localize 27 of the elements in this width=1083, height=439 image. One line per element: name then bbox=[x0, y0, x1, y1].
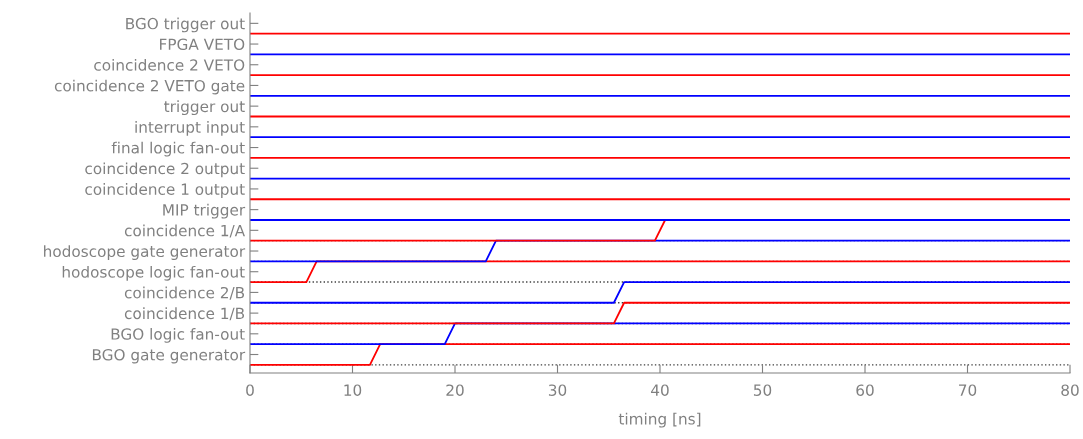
x-tick-label: 80 bbox=[1061, 384, 1079, 396]
x-tick-label: 20 bbox=[446, 384, 464, 396]
category-label: coincidence 2 output bbox=[85, 162, 245, 178]
category-label: final logic fan-out bbox=[111, 141, 245, 157]
x-tick-label: 0 bbox=[246, 384, 254, 396]
category-label: coincidence 2/B bbox=[124, 286, 245, 300]
x-tick-label: 50 bbox=[753, 384, 772, 396]
x-tick-label: 10 bbox=[344, 384, 362, 396]
category-label: coincidence 1 output bbox=[85, 183, 245, 198]
category-label: MIP trigger bbox=[163, 203, 246, 219]
category-label: interrupt input bbox=[135, 121, 245, 136]
category-label: BGO gate generator bbox=[92, 348, 246, 364]
category-label: FPGA VETO bbox=[160, 38, 245, 51]
x-tick-label: 60 bbox=[856, 384, 874, 396]
category-label: hodoscope gate generator bbox=[44, 245, 246, 260]
category-label: coincidence 2 VETO bbox=[94, 58, 245, 71]
category-label: BGO trigger out bbox=[126, 17, 245, 33]
category-label: coincidence 2 VETO gate bbox=[54, 79, 245, 95]
category-label: coincidence 1/A bbox=[124, 224, 246, 238]
x-tick-label: 70 bbox=[959, 384, 977, 396]
x-axis-title: timing [ns] bbox=[618, 412, 701, 428]
category-label: coincidence 1/B bbox=[124, 307, 245, 321]
category-label: hodoscope logic fan-out bbox=[62, 265, 245, 281]
x-tick-label: 40 bbox=[651, 384, 669, 396]
category-label: BGO logic fan-out bbox=[111, 328, 245, 343]
category-label: trigger out bbox=[164, 100, 245, 116]
x-tick-label: 30 bbox=[548, 384, 567, 396]
